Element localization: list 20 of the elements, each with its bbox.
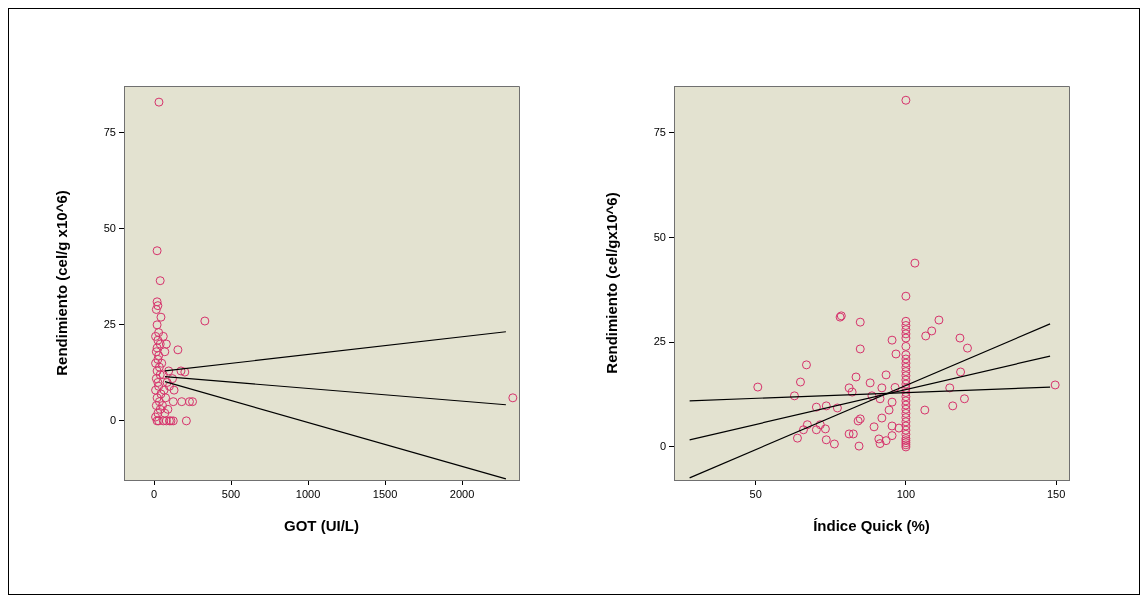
y-tick-label: 0: [109, 413, 116, 426]
y-axis-title: Rendimiento (cel/g x10^6): [53, 190, 71, 376]
y-tick-label: 75: [103, 125, 116, 138]
y-tick-label: 25: [653, 335, 666, 348]
y-tick-label: 0: [659, 439, 666, 452]
y-tick-label: 50: [103, 221, 116, 234]
x-axis-title: Índice Quick (%): [813, 517, 930, 535]
x-tick-label: 1000: [295, 487, 321, 500]
x-tick-label: 150: [1046, 487, 1066, 500]
x-tick-label: 0: [150, 487, 158, 500]
y-tick-label: 50: [653, 230, 666, 243]
x-tick-label: 100: [896, 487, 916, 500]
x-axis-title: GOT (UI/L): [284, 517, 359, 535]
x-tick-label: 50: [749, 487, 762, 500]
y-tick-label: 25: [103, 317, 116, 330]
y-axis-title: Rendimiento (cel/gx10^6): [603, 192, 621, 374]
x-tick-label: 2000: [449, 487, 475, 500]
y-tick-label: 75: [653, 125, 666, 138]
x-tick-label: 1500: [372, 487, 398, 500]
x-tick-label: 500: [221, 487, 241, 500]
